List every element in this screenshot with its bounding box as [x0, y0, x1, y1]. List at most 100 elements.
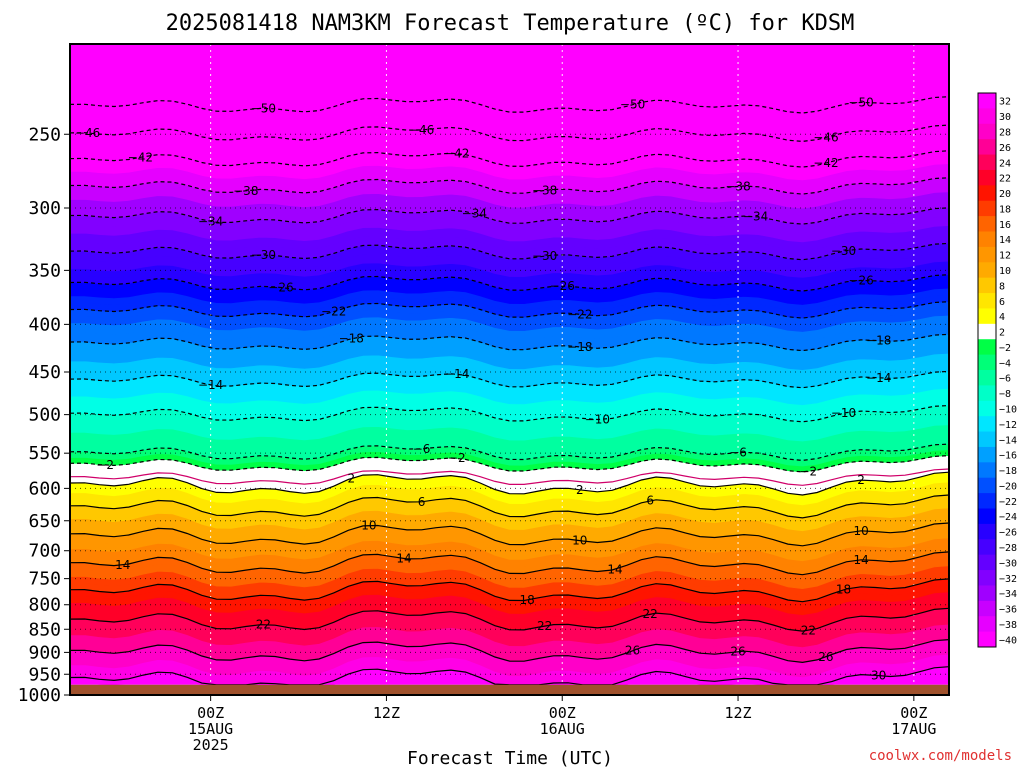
contour-label-text: 2: [857, 473, 865, 487]
contour-label-text: −34: [462, 207, 487, 221]
x-tick-label: 12Z: [724, 704, 751, 722]
y-tick-label: 1000: [18, 685, 61, 706]
x-tick-label: 16AUG: [540, 720, 585, 738]
contour-label-text: −46: [813, 130, 838, 144]
negative-temperature-contour: [69, 455, 950, 473]
contour-label: 6: [418, 495, 426, 509]
colorbar-label: −32: [999, 574, 1017, 585]
contour-label-text: −6: [413, 442, 431, 456]
colorbar-cell: [978, 523, 996, 540]
contour-label: −46: [813, 130, 838, 144]
y-tick-label: 750: [28, 569, 61, 590]
contour-label-text: −2: [96, 458, 114, 472]
contour-label: 2: [347, 471, 355, 485]
contour-label: −46: [75, 126, 100, 140]
colorbar-cell: [978, 216, 996, 232]
contour-label-text: −2: [800, 465, 818, 479]
contour-labels: −46 −50 −50 −50 −42 −46 −46 −42 −42 −38 −38 −38 −34 −…: [75, 95, 891, 682]
contour-label: 14: [607, 562, 622, 576]
colorbar-label: −22: [999, 497, 1017, 508]
colorbar-frame: [977, 92, 997, 648]
colorbar-cell: [978, 400, 996, 417]
y-tick-label: 700: [28, 541, 61, 562]
colorbar-label: −38: [999, 620, 1017, 631]
negative-temperature-contour: [69, 96, 950, 114]
contour-label-text: 18: [836, 583, 851, 597]
colorbar-label: −2: [999, 343, 1011, 354]
colorbar-label: −24: [999, 512, 1017, 523]
contour-label-text: −2: [448, 451, 466, 465]
contour-label: −18: [567, 340, 592, 354]
positive-temperature-contour: [69, 639, 950, 664]
colorbar-cell: [978, 308, 996, 325]
contour-label: −22: [321, 305, 346, 319]
contour-label-text: 26: [730, 645, 745, 659]
colorbar-label: 6: [999, 297, 1005, 308]
contour-label: −34: [462, 207, 487, 221]
colorbar-cell: [978, 262, 996, 279]
contour-label-text: −30: [532, 249, 557, 263]
contour-label-text: 6: [646, 494, 654, 508]
contour-label-text: −50: [251, 101, 276, 115]
contour-label: −6: [413, 442, 431, 456]
colorbar-cell: [978, 354, 996, 371]
x-tick-label: 12Z: [373, 704, 400, 722]
contour-label: 18: [836, 583, 851, 597]
contour-label: −14: [866, 371, 891, 385]
contour-label: −18: [339, 332, 364, 346]
x-tick-label: 00Z: [549, 704, 576, 722]
positive-temperature-contour: [69, 578, 950, 603]
contour-label: −26: [550, 279, 575, 293]
y-tick-label: 850: [28, 619, 61, 640]
y-tick-label: 900: [28, 642, 61, 663]
x-tick-label: 2025: [193, 736, 229, 754]
contour-label: −34: [198, 214, 223, 228]
colorbar-cell: [978, 585, 996, 602]
contour-label: 6: [646, 494, 654, 508]
positive-temperature-contour: [69, 522, 950, 547]
colorbar-cell: [978, 462, 996, 479]
contour-label: −2: [96, 458, 114, 472]
colorbar-label: −16: [999, 451, 1017, 462]
contour-label: 22: [642, 607, 657, 621]
contour-label-text: −42: [813, 156, 838, 170]
contour-label-text: 14: [396, 552, 411, 566]
contour-label: −14: [198, 378, 223, 392]
temperature-fill-bands: [69, 43, 950, 686]
y-tick-label: 300: [28, 198, 61, 219]
contour-label-text: −50: [848, 95, 873, 109]
colorbar-cell: [978, 631, 996, 648]
credit-link[interactable]: coolwx.com/models: [869, 748, 1012, 764]
negative-temperature-contour: [69, 443, 950, 462]
contour-label-text: −42: [444, 146, 469, 160]
x-tick-label: 15AUG: [188, 720, 233, 738]
colorbar-cell: [978, 139, 996, 156]
contour-label: −30: [532, 249, 557, 263]
negative-temperature-contour: [69, 150, 950, 168]
contour-label-text: −26: [848, 273, 873, 287]
y-tick-label: 250: [28, 124, 61, 145]
colorbar-label: 4: [999, 312, 1005, 323]
colorbar-cell: [978, 539, 996, 556]
contour-label-text: −46: [75, 126, 100, 140]
colorbar-cell: [978, 185, 996, 202]
colorbar-cell: [978, 493, 996, 509]
negative-temperature-contour: [69, 124, 950, 143]
y-tick-label: 450: [28, 362, 61, 383]
contour-label: −10: [585, 412, 610, 426]
contour-label: −50: [251, 101, 276, 115]
colorbar-label: −20: [999, 481, 1017, 492]
y-tick-label: 400: [28, 314, 61, 335]
contour-label-text: −50: [620, 98, 645, 112]
contour-label-text: 26: [625, 644, 640, 658]
x-axis-label: Forecast Time (UTC): [407, 748, 613, 768]
temperature-contours: [69, 96, 950, 686]
colorbar-cell: [978, 616, 996, 633]
contour-label: −10: [831, 406, 856, 420]
colorbar-label: 10: [999, 266, 1011, 277]
negative-temperature-contour: [69, 370, 950, 389]
colorbar-cell: [978, 554, 996, 571]
contour-label-text: −38: [233, 184, 258, 198]
contour-label: −30: [251, 248, 276, 262]
